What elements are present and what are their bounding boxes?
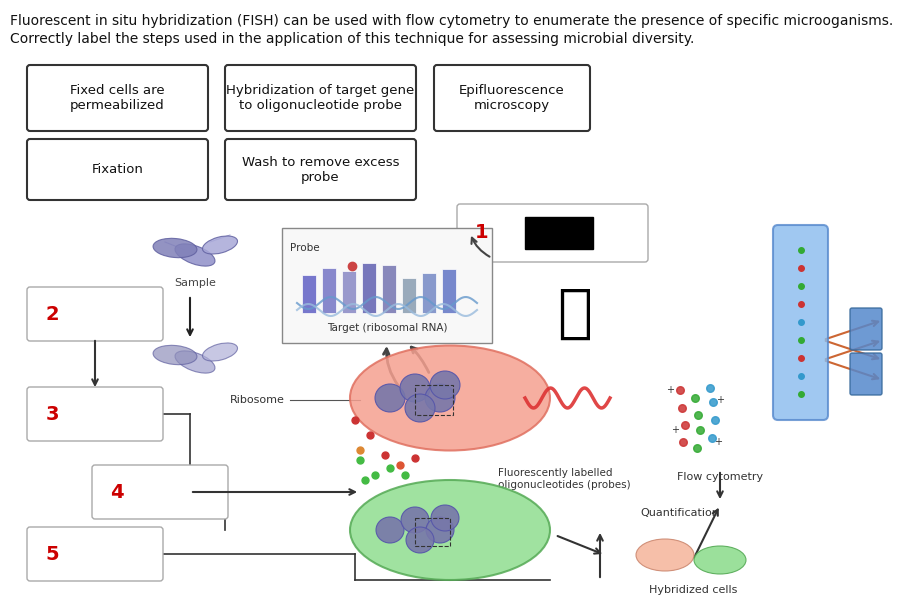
Bar [362,263,376,313]
Bar [415,518,450,546]
Ellipse shape [401,507,429,533]
Ellipse shape [203,236,237,254]
Bar [342,271,356,313]
Ellipse shape [350,480,550,580]
Text: 4: 4 [110,482,124,501]
Text: 2: 2 [45,305,59,324]
Ellipse shape [376,517,404,543]
Ellipse shape [425,384,455,412]
Ellipse shape [426,517,454,543]
Text: Quantification: Quantification [641,508,719,518]
Bar [442,269,456,313]
Text: Hybridization of target gene
to oligonucleotide probe: Hybridization of target gene to oligonuc… [226,84,414,112]
Text: Probe: Probe [290,243,319,253]
Ellipse shape [406,527,434,553]
Bar [402,278,416,313]
FancyBboxPatch shape [225,139,416,200]
Text: 3: 3 [45,405,59,424]
FancyBboxPatch shape [27,139,208,200]
Ellipse shape [375,384,405,412]
Ellipse shape [400,374,430,402]
FancyBboxPatch shape [850,308,882,350]
Ellipse shape [175,244,215,266]
Bar [415,385,453,415]
Text: Fluorescent in situ hybridization (FISH) can be used with flow cytometry to enum: Fluorescent in situ hybridization (FISH)… [10,14,893,28]
Bar [525,217,593,249]
Text: Fixed cells are
permeabilized: Fixed cells are permeabilized [70,84,165,112]
Text: Epifluorescence
microscopy: Epifluorescence microscopy [459,84,565,112]
Ellipse shape [153,238,197,257]
Text: Fixation: Fixation [91,163,143,176]
Ellipse shape [430,371,460,399]
FancyBboxPatch shape [27,527,163,581]
FancyBboxPatch shape [225,65,416,131]
FancyBboxPatch shape [773,225,828,420]
Text: 5: 5 [45,544,59,563]
Text: +: + [666,385,674,395]
Text: Hybridized cells: Hybridized cells [649,585,738,595]
Ellipse shape [203,343,237,361]
FancyBboxPatch shape [92,465,228,519]
Ellipse shape [350,346,550,451]
Bar [322,268,336,313]
Bar [382,265,396,313]
Text: Wash to remove excess
probe: Wash to remove excess probe [242,156,399,183]
Ellipse shape [431,505,459,531]
FancyBboxPatch shape [27,387,163,441]
Bar [282,228,492,343]
FancyBboxPatch shape [27,287,163,341]
FancyBboxPatch shape [434,65,590,131]
FancyBboxPatch shape [850,353,882,395]
Ellipse shape [636,539,694,571]
Text: Correctly label the steps used in the application of this technique for assessin: Correctly label the steps used in the ap… [10,32,694,46]
Ellipse shape [405,394,435,422]
Text: +: + [671,425,679,435]
Text: +: + [716,395,724,405]
Text: Flow cytometry: Flow cytometry [677,472,763,482]
Text: Sample: Sample [174,278,216,288]
Text: 🔬: 🔬 [557,284,593,341]
Ellipse shape [694,546,746,574]
Ellipse shape [175,351,215,373]
Text: +: + [714,437,722,447]
FancyBboxPatch shape [27,65,208,131]
Text: Ribosome: Ribosome [230,395,285,405]
Ellipse shape [153,345,197,365]
Bar [422,273,436,313]
Bar [302,275,316,313]
Text: Fluorescently labelled
oligonucleotides (probes): Fluorescently labelled oligonucleotides … [498,468,631,490]
FancyBboxPatch shape [457,204,648,262]
Text: 1: 1 [475,224,489,243]
Text: Target (ribosomal RNA): Target (ribosomal RNA) [327,323,447,333]
